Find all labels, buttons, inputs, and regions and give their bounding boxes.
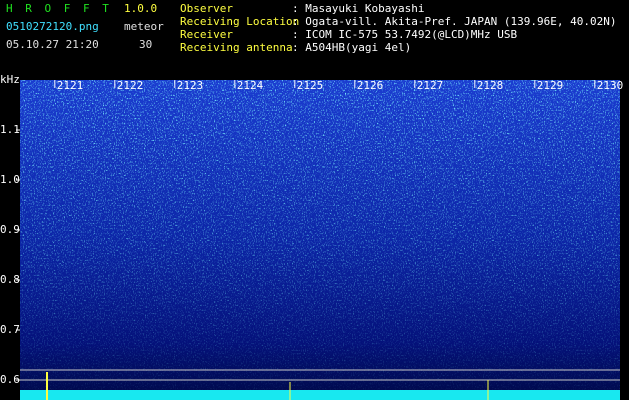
field-value: : Ogata-vill. Akita-Pref. JAPAN (139.96E… [292, 15, 617, 28]
y-tick-label: 0.9 [0, 223, 20, 236]
y-tick-label: 0.8 [0, 273, 20, 286]
signal-band [20, 390, 620, 400]
field-label: Receiving Location [180, 15, 299, 28]
y-axis-label: kHz [0, 73, 20, 86]
field-label: Receiver [180, 28, 233, 41]
count: 30 [139, 38, 152, 51]
field-label: Observer [180, 2, 233, 15]
y-tick-label: 0.7 [0, 323, 20, 336]
app-name: H R O F F T [6, 2, 112, 15]
y-tick-label: 0.6 [0, 373, 20, 386]
field-value: : A504HB(yagi 4el) [292, 41, 411, 54]
x-tick-label: 2127 [417, 79, 444, 92]
app-version: 1.0.0 [124, 2, 157, 15]
x-tick-label: 2125 [297, 79, 324, 92]
file-name: 0510272120.png [6, 20, 99, 33]
datetime: 05.10.27 21:20 [6, 38, 99, 51]
x-tick-label: 2128 [477, 79, 504, 92]
spectrogram-noise [20, 80, 620, 390]
y-tick-label: 1.0 [0, 173, 20, 186]
x-tick-label: 2124 [237, 79, 264, 92]
x-tick-label: 2129 [537, 79, 564, 92]
field-label: Receiving antenna [180, 41, 293, 54]
x-tick-label: 2126 [357, 79, 384, 92]
field-value: : Masayuki Kobayashi [292, 2, 424, 15]
x-tick-label: 2121 [57, 79, 84, 92]
mode: meteor [124, 20, 164, 33]
x-tick-label: 2123 [177, 79, 204, 92]
x-tick-label: 2122 [117, 79, 144, 92]
field-value: : ICOM IC-575 53.7492(@LCD)MHz USB [292, 28, 518, 41]
x-tick-label: 2130 [597, 79, 624, 92]
y-tick-label: 1.1 [0, 123, 20, 136]
